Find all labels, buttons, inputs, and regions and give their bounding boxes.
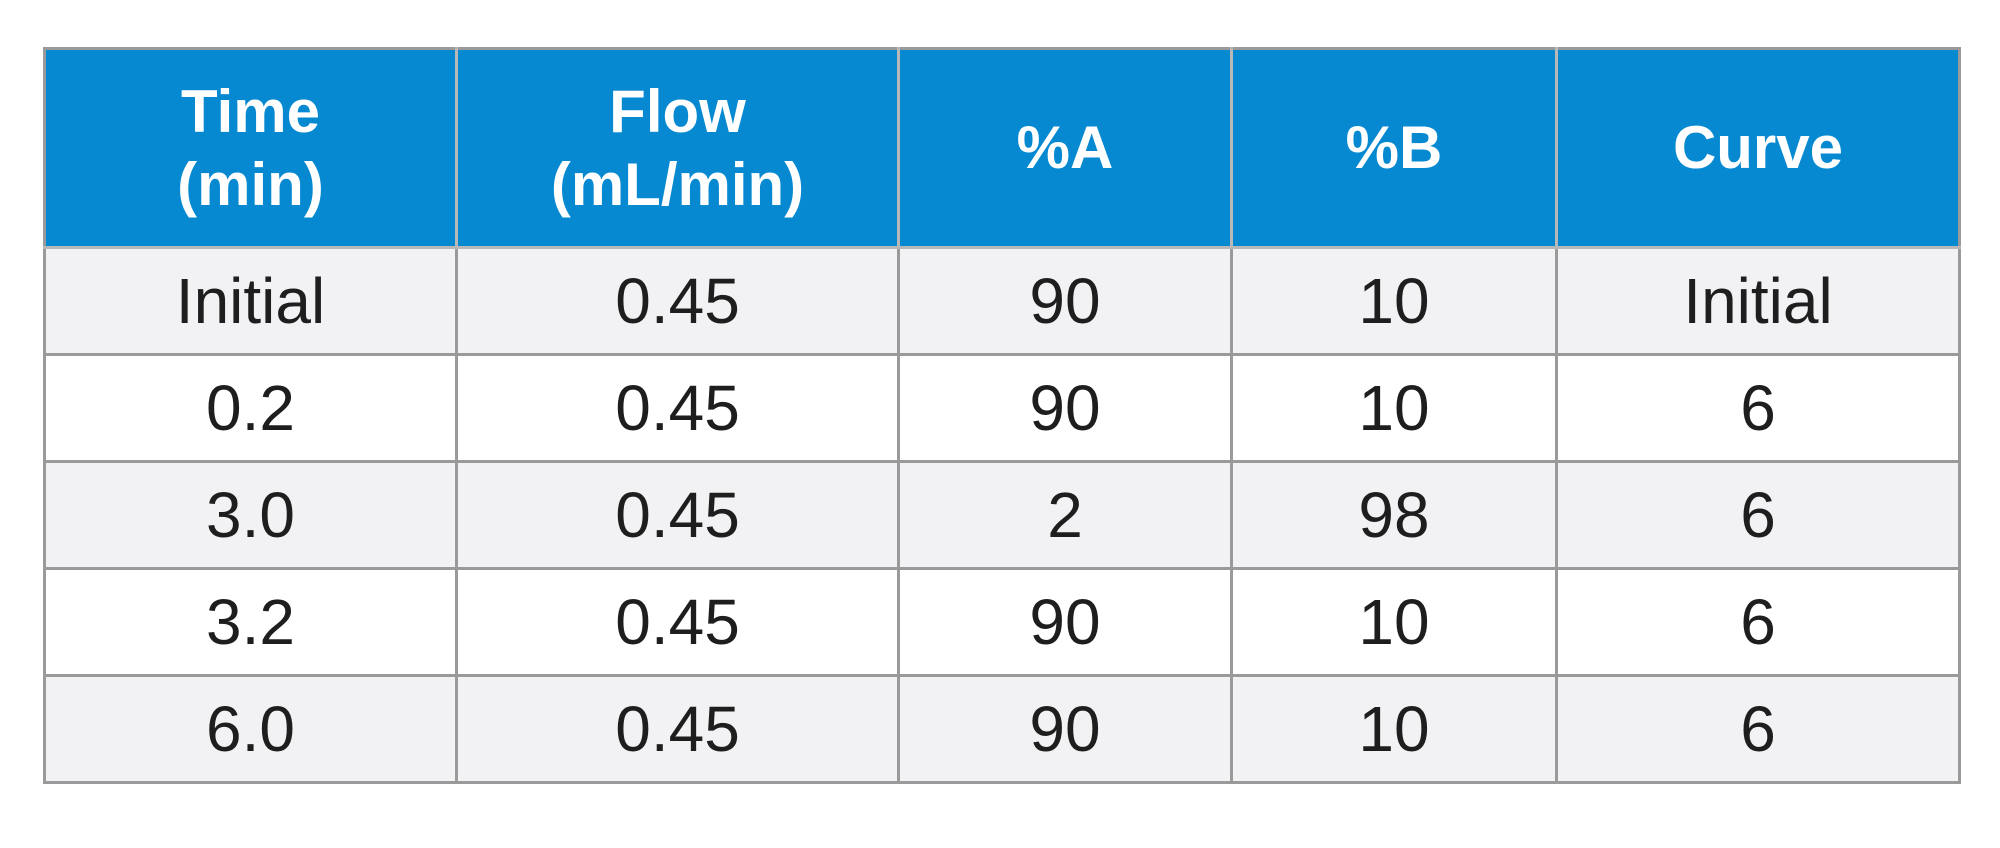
column-header-flow: Flow (mL/min)	[455, 47, 900, 249]
cell-time: 3.2	[43, 567, 458, 677]
cell-percent-b: 10	[1230, 674, 1558, 784]
column-header-percent-a: %A	[897, 47, 1233, 249]
cell-time: 3.0	[43, 460, 458, 570]
cell-time: 6.0	[43, 674, 458, 784]
table-body: Initial 0.45 90 10 Initial 0.2 0.45 90 1…	[43, 246, 1961, 784]
column-header-percent-b: %B	[1230, 47, 1558, 249]
column-header-time-label: Time	[181, 77, 320, 145]
cell-percent-a: 2	[897, 460, 1233, 570]
cell-curve: 6	[1555, 353, 1961, 463]
cell-flow: 0.45	[455, 246, 900, 356]
cell-percent-b: 10	[1230, 246, 1558, 356]
table-row: Initial 0.45 90 10 Initial	[43, 246, 1961, 356]
cell-percent-b: 10	[1230, 353, 1558, 463]
cell-percent-b: 98	[1230, 460, 1558, 570]
column-header-percent-b-label: %B	[1345, 114, 1443, 182]
cell-percent-a: 90	[897, 246, 1233, 356]
column-header-time: Time (min)	[43, 47, 458, 249]
table-row: 3.0 0.45 2 98 6	[43, 460, 1961, 570]
table-row: 3.2 0.45 90 10 6	[43, 567, 1961, 677]
cell-time: Initial	[43, 246, 458, 356]
column-header-curve-label: Curve	[1672, 114, 1844, 182]
table-header: Time (min) Flow (mL/min) %A %B Curve	[43, 47, 1961, 249]
cell-percent-a: 90	[897, 353, 1233, 463]
cell-flow: 0.45	[455, 353, 900, 463]
cell-percent-a: 90	[897, 674, 1233, 784]
cell-curve: 6	[1555, 567, 1961, 677]
table-row: 6.0 0.45 90 10 6	[43, 674, 1961, 784]
table-row: 0.2 0.45 90 10 6	[43, 353, 1961, 463]
cell-flow: 0.45	[455, 460, 900, 570]
cell-percent-b: 10	[1230, 567, 1558, 677]
cell-time: 0.2	[43, 353, 458, 463]
header-row: Time (min) Flow (mL/min) %A %B Curve	[43, 47, 1961, 249]
cell-flow: 0.45	[455, 674, 900, 784]
gradient-table: Time (min) Flow (mL/min) %A %B Curve	[43, 47, 1961, 784]
cell-curve: Initial	[1555, 246, 1961, 356]
cell-curve: 6	[1555, 460, 1961, 570]
column-header-time-unit: (min)	[177, 151, 324, 218]
column-header-percent-a-label: %A	[1016, 114, 1114, 182]
gradient-table-container: Time (min) Flow (mL/min) %A %B Curve	[43, 47, 1961, 784]
cell-percent-a: 90	[897, 567, 1233, 677]
cell-curve: 6	[1555, 674, 1961, 784]
cell-flow: 0.45	[455, 567, 900, 677]
column-header-flow-label: Flow	[609, 77, 746, 145]
column-header-curve: Curve	[1555, 47, 1961, 249]
column-header-flow-unit: (mL/min)	[550, 151, 805, 218]
